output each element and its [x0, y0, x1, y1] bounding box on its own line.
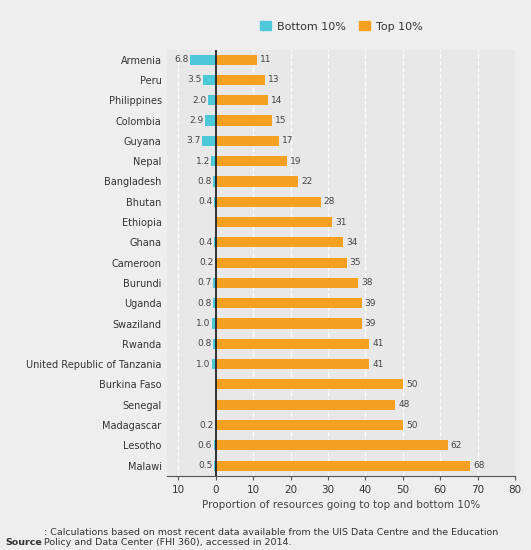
Text: 6.8: 6.8: [175, 55, 189, 64]
Text: 68: 68: [473, 461, 485, 470]
Text: 19: 19: [290, 157, 302, 166]
Text: 50: 50: [406, 380, 417, 389]
Bar: [212, 318, 216, 328]
Bar: [214, 460, 216, 471]
Text: 22: 22: [301, 177, 312, 186]
X-axis label: Proportion of resources going to top and bottom 10%: Proportion of resources going to top and…: [202, 500, 481, 510]
Bar: [215, 237, 216, 248]
Bar: [216, 400, 396, 410]
Text: 62: 62: [451, 441, 462, 450]
Text: Source: Source: [5, 538, 42, 547]
Text: 31: 31: [335, 218, 346, 227]
Text: 3.5: 3.5: [187, 75, 201, 85]
Bar: [216, 460, 470, 471]
Bar: [216, 257, 347, 268]
Text: 1.0: 1.0: [196, 319, 211, 328]
Bar: [213, 177, 216, 186]
Text: 0.4: 0.4: [199, 238, 213, 247]
Text: 34: 34: [346, 238, 357, 247]
Text: 1.0: 1.0: [196, 360, 211, 368]
Text: 0.8: 0.8: [197, 177, 211, 186]
Text: 0.4: 0.4: [199, 197, 213, 206]
Text: 2.9: 2.9: [189, 116, 203, 125]
Bar: [216, 379, 403, 389]
Bar: [216, 54, 257, 65]
Bar: [203, 75, 216, 85]
Text: 3.7: 3.7: [186, 136, 201, 145]
Bar: [213, 339, 216, 349]
Bar: [213, 278, 216, 288]
Bar: [216, 339, 369, 349]
Text: 35: 35: [350, 258, 361, 267]
Bar: [216, 318, 362, 328]
Text: 0.8: 0.8: [197, 339, 211, 348]
Bar: [216, 237, 343, 248]
Bar: [216, 75, 264, 85]
Text: 0.2: 0.2: [199, 258, 213, 267]
Bar: [216, 440, 448, 450]
Text: 0.2: 0.2: [199, 421, 213, 430]
Text: 2.0: 2.0: [193, 96, 207, 104]
Text: 41: 41: [372, 360, 383, 368]
Bar: [215, 420, 216, 430]
Bar: [212, 359, 216, 369]
Bar: [216, 420, 403, 430]
Bar: [216, 298, 362, 309]
Text: 14: 14: [271, 96, 282, 104]
Text: 17: 17: [282, 136, 294, 145]
Text: 39: 39: [365, 299, 376, 307]
Text: : Calculations based on most recent data available from the UIS Data Centre and : : Calculations based on most recent data…: [44, 528, 498, 547]
Legend: Bottom 10%, Top 10%: Bottom 10%, Top 10%: [255, 16, 427, 36]
Text: 0.5: 0.5: [198, 461, 212, 470]
Text: 13: 13: [268, 75, 279, 85]
Text: 1.2: 1.2: [195, 157, 210, 166]
Bar: [216, 177, 298, 186]
Text: 0.7: 0.7: [198, 278, 212, 288]
Bar: [216, 217, 332, 227]
Bar: [213, 440, 216, 450]
Text: 50: 50: [406, 421, 417, 430]
Bar: [216, 197, 321, 207]
Bar: [213, 298, 216, 309]
Text: 0.8: 0.8: [197, 299, 211, 307]
Bar: [216, 136, 279, 146]
Bar: [216, 95, 268, 105]
Text: 28: 28: [323, 197, 335, 206]
Text: 41: 41: [372, 339, 383, 348]
Bar: [208, 95, 216, 105]
Bar: [216, 156, 287, 166]
Bar: [216, 359, 369, 369]
Bar: [211, 156, 216, 166]
Text: 39: 39: [365, 319, 376, 328]
Text: 0.6: 0.6: [198, 441, 212, 450]
Text: 11: 11: [260, 55, 271, 64]
Bar: [216, 116, 272, 125]
Bar: [202, 136, 216, 146]
Bar: [215, 257, 216, 268]
Bar: [216, 278, 358, 288]
Bar: [215, 197, 216, 207]
Text: 38: 38: [361, 278, 372, 288]
Bar: [191, 54, 216, 65]
Bar: [205, 116, 216, 125]
Text: 48: 48: [398, 400, 410, 409]
Text: 15: 15: [275, 116, 286, 125]
